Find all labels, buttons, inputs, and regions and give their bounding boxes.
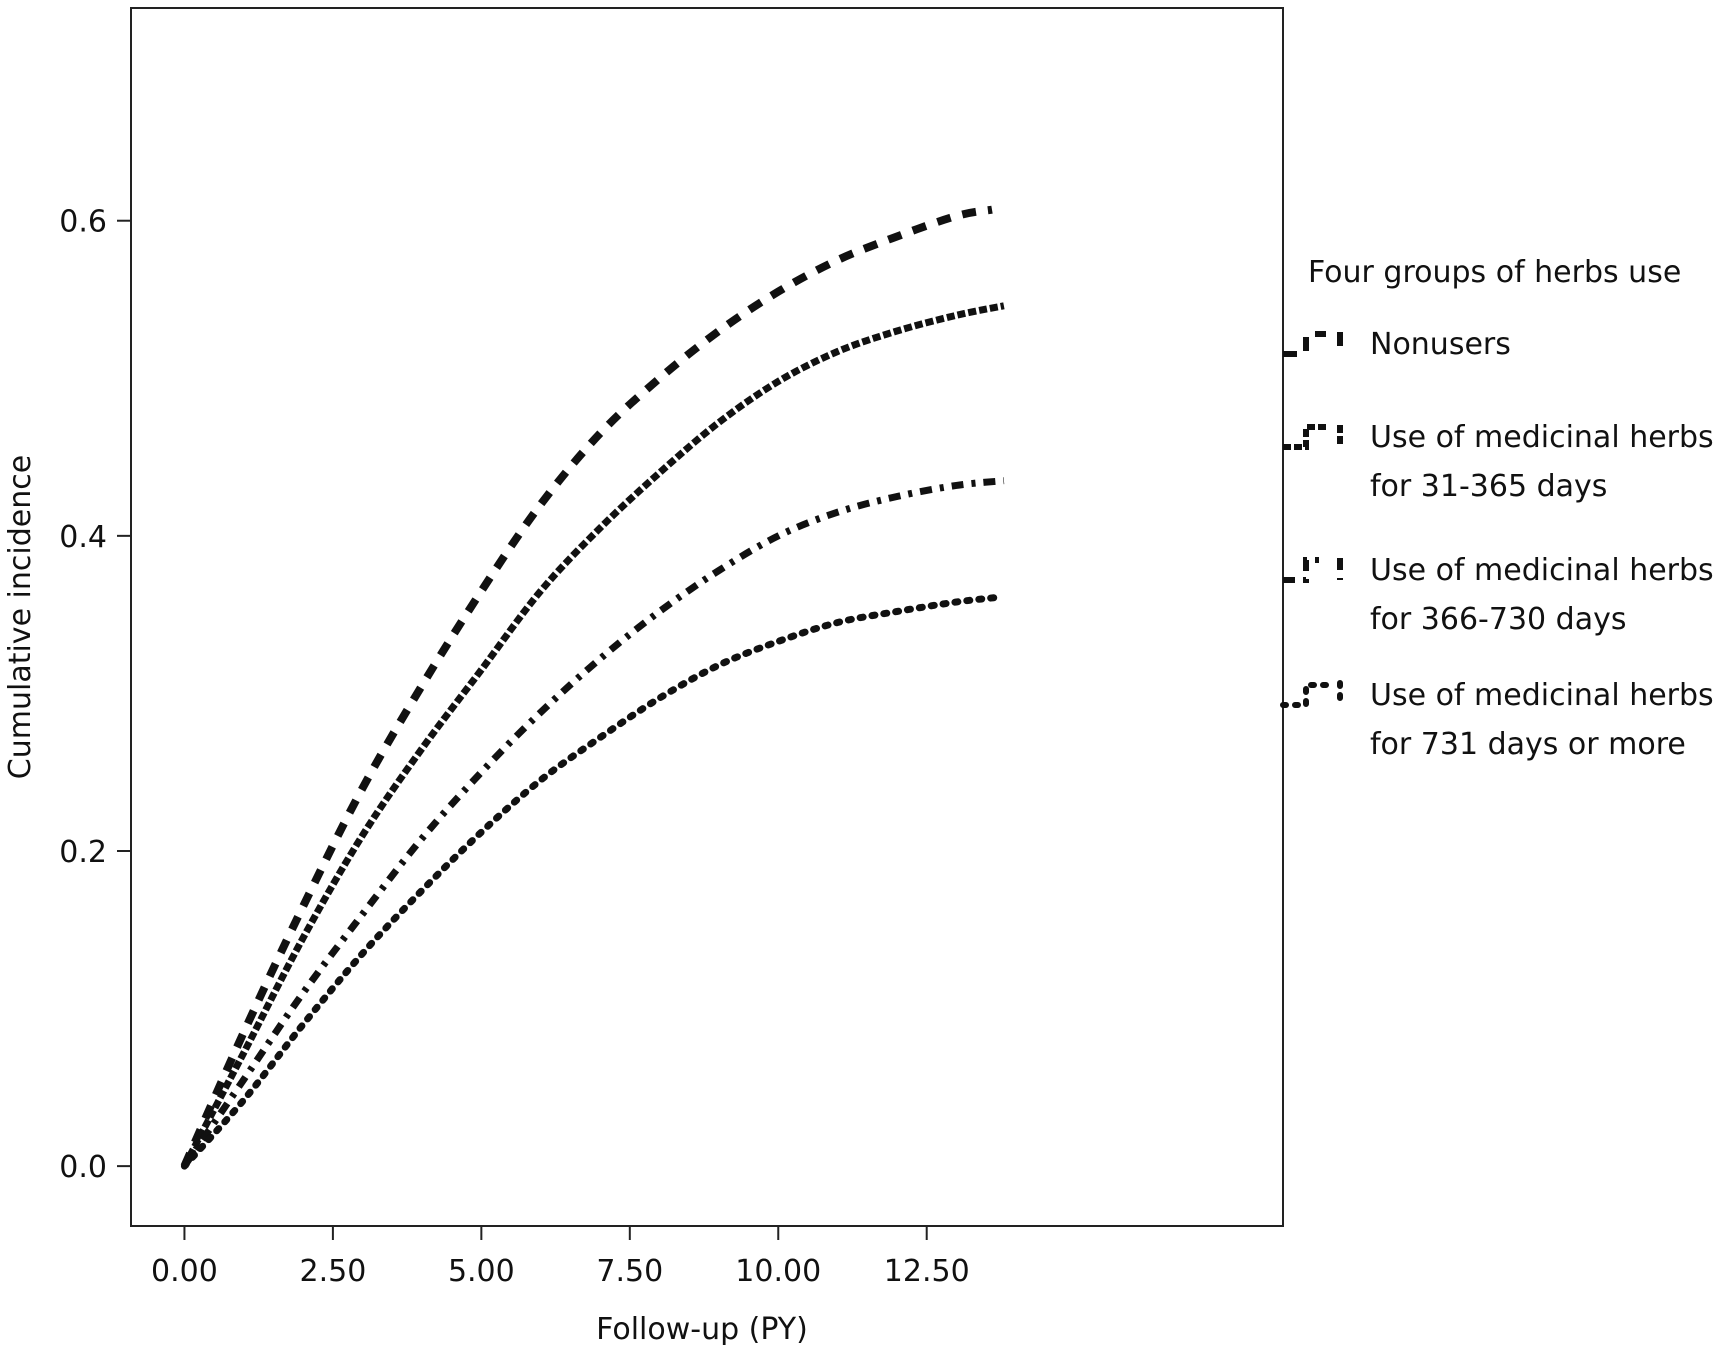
series-line-1 (180, 205, 993, 1168)
x-tick-label: 2.50 (299, 1254, 366, 1289)
x-tick-label: 5.00 (448, 1254, 515, 1289)
legend-label: for 731 days or more (1370, 727, 1686, 762)
legend-label: for 31-365 days (1370, 469, 1607, 504)
x-tick-label: 12.50 (884, 1254, 970, 1289)
y-axis-title: Cumulative incidence (3, 455, 38, 779)
x-tick-label: 10.00 (735, 1254, 821, 1289)
legend-label: Use of medicinal herbs (1370, 553, 1714, 588)
x-tick-label: 0.00 (151, 1254, 218, 1289)
legend-title: Four groups of herbs use (1308, 255, 1681, 290)
y-tick-label: 0.0 (59, 1150, 107, 1185)
y-tick-label: 0.6 (59, 205, 107, 240)
series-line-2 (181, 302, 1005, 1168)
legend-label: Nonusers (1370, 327, 1511, 362)
x-tick-label: 7.50 (596, 1254, 663, 1289)
legend-swatch (1283, 424, 1343, 450)
legend: Four groups of herbs use Nonusers Use of … (1280, 255, 1714, 762)
legend-label: Use of medicinal herbs (1370, 420, 1714, 455)
legend-swatch (1283, 557, 1343, 583)
x-axis-title: Follow-up (PY) (596, 1312, 808, 1345)
legend-swatch (1283, 331, 1343, 357)
series-line-4 (180, 593, 1002, 1170)
legend-label: Use of medicinal herbs (1370, 678, 1714, 713)
y-axis: 0.0 0.2 0.4 0.6 (59, 205, 131, 1185)
x-axis: 0.00 2.50 5.00 7.50 10.00 12.50 (151, 1226, 970, 1289)
legend-label: for 366-730 days (1370, 602, 1626, 637)
y-tick-label: 0.2 (59, 835, 107, 870)
series-line-3 (181, 477, 1005, 1169)
plot-frame (130, 7, 1284, 1227)
legend-swatch (1280, 680, 1343, 708)
series-layer (180, 205, 1005, 1170)
y-tick-label: 0.4 (59, 520, 107, 555)
